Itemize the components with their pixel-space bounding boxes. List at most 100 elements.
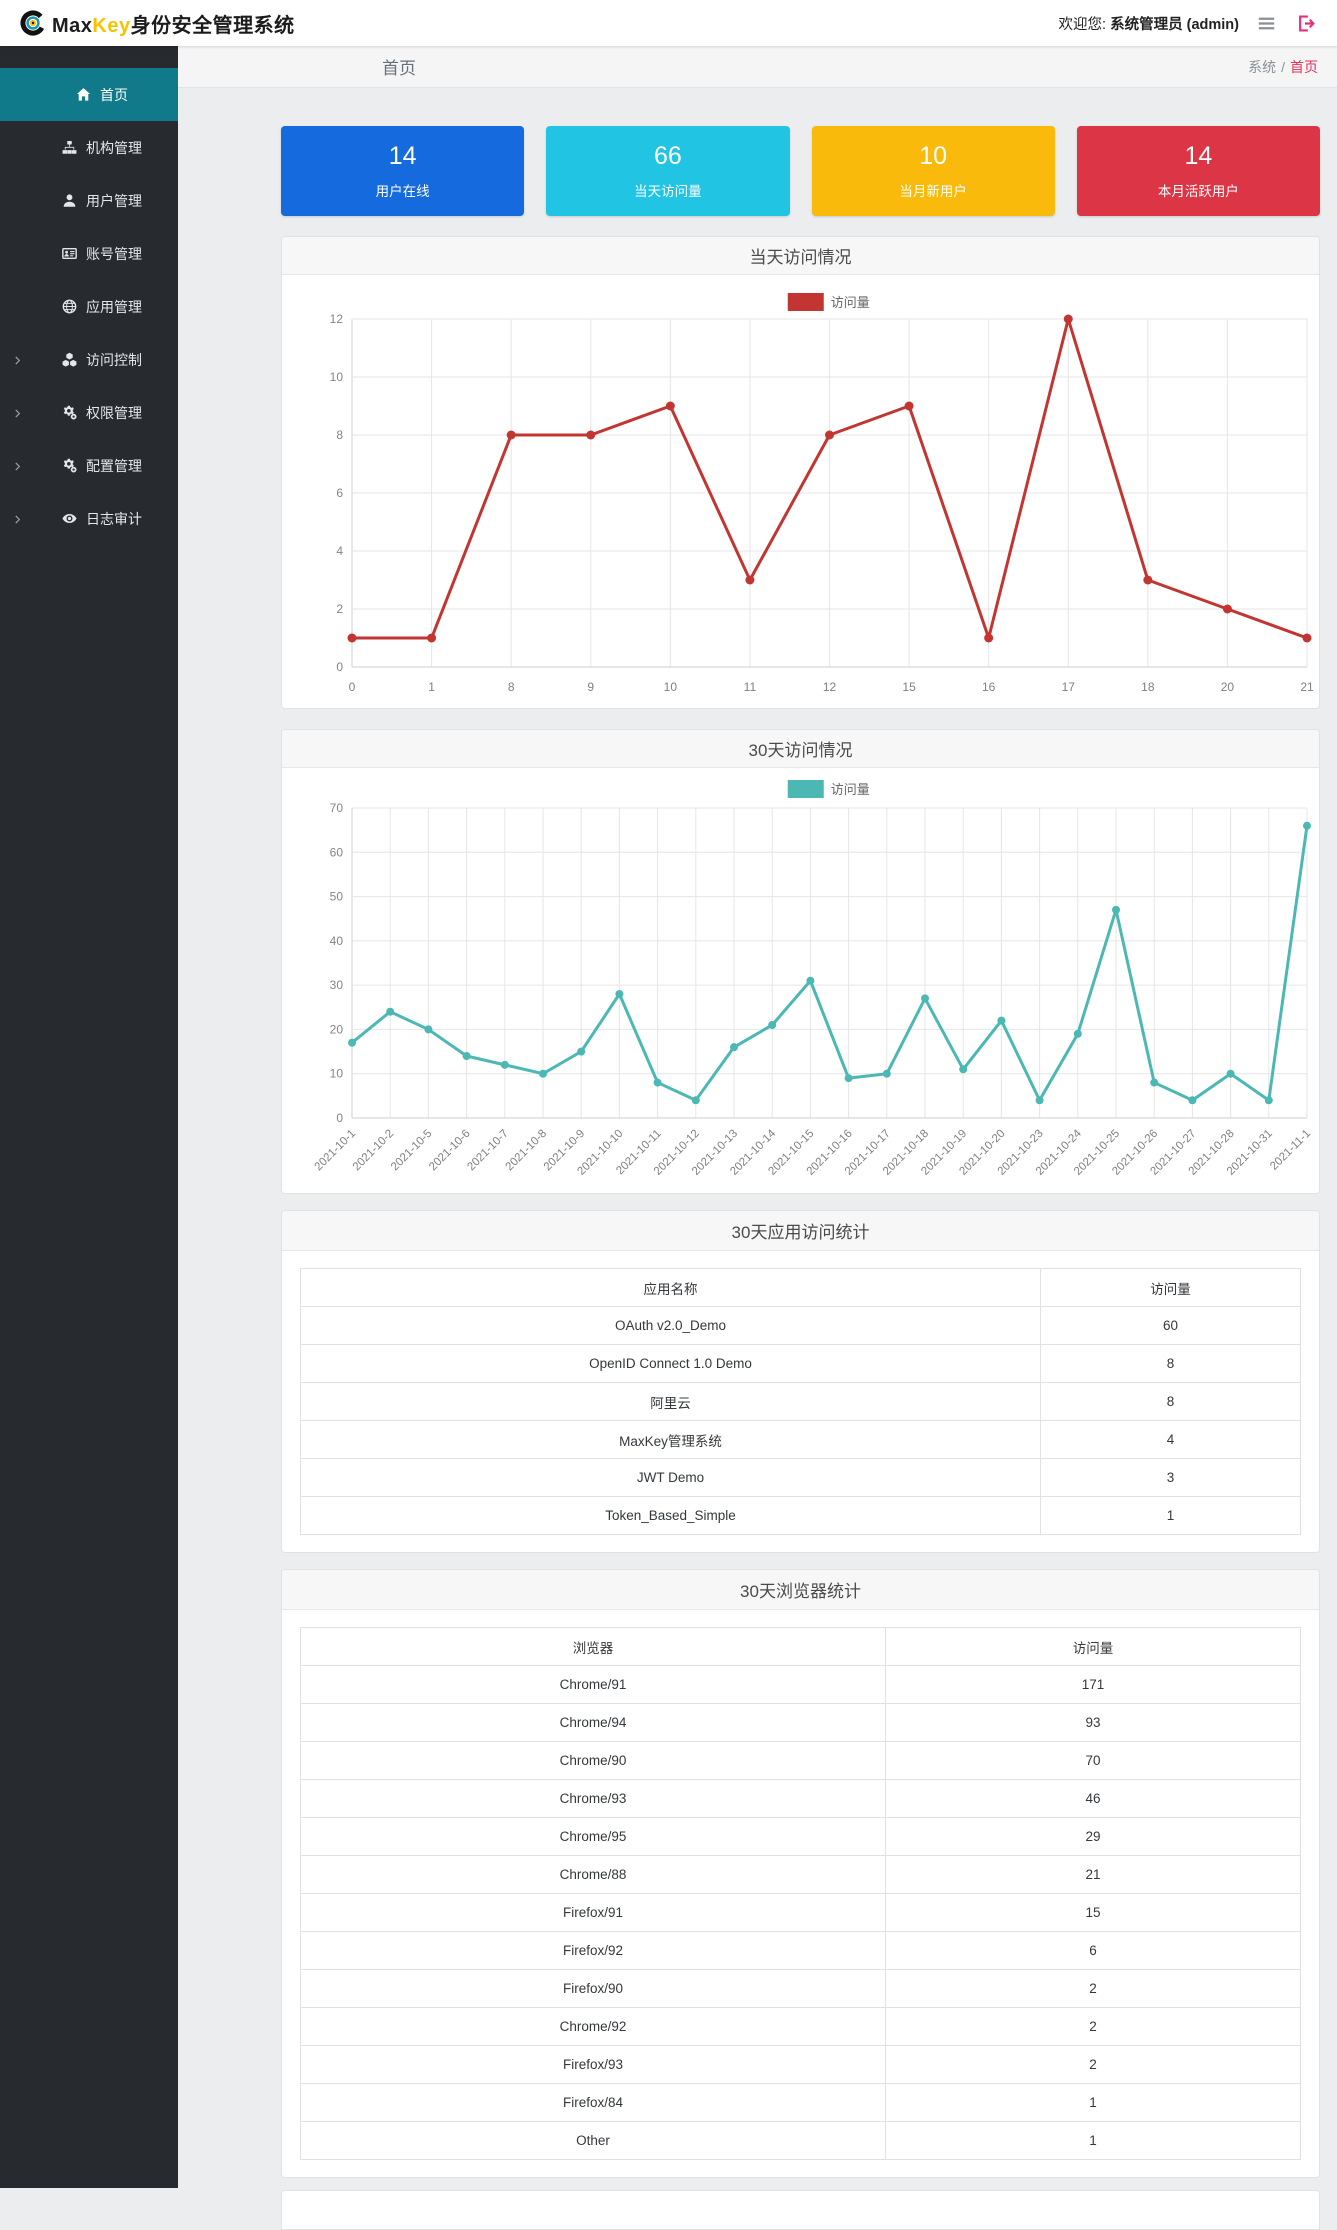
welcome-text: 欢迎您: 系统管理员 (admin) — [1059, 13, 1239, 34]
brand-link[interactable]: MaxKey身份安全管理系统 — [20, 9, 295, 38]
data-point — [997, 1017, 1005, 1025]
table-cell: 8 — [1041, 1345, 1301, 1383]
y-axis-tick-label: 60 — [330, 845, 344, 859]
table-cell: 4 — [1041, 1421, 1301, 1459]
y-axis-tick-label: 0 — [336, 660, 343, 674]
menu-toggle-button[interactable] — [1255, 12, 1278, 35]
chevron-right-icon — [12, 405, 23, 421]
table-cell: 93 — [886, 1704, 1301, 1742]
chart-grid — [352, 319, 1307, 667]
sidebar-item-机构管理[interactable]: 机构管理 — [0, 121, 178, 174]
stat-value: 14 — [1184, 142, 1212, 171]
current-user: 系统管理员 (admin) — [1110, 17, 1239, 33]
stat-label: 当天访问量 — [634, 180, 702, 200]
sidebar-item-应用管理[interactable]: 应用管理 — [0, 280, 178, 333]
legend-swatch — [788, 293, 824, 311]
sidebar-item-label: 日志审计 — [86, 509, 142, 529]
data-point — [1074, 1030, 1082, 1038]
table-cell: 8 — [1041, 1383, 1301, 1421]
sidebar-item-label: 应用管理 — [86, 297, 142, 317]
data-point — [1303, 634, 1312, 643]
breadcrumb: 系统/首页 — [1248, 57, 1318, 77]
sidebar-item-日志审计[interactable]: 日志审计 — [0, 492, 178, 545]
table-cell: Chrome/90 — [301, 1742, 886, 1780]
chart-legend[interactable]: 访问量 — [788, 293, 870, 311]
table-cell: 2 — [886, 2008, 1301, 2046]
series-line — [352, 826, 1307, 1101]
x-axis-tick-label: 18 — [1141, 680, 1155, 694]
data-point — [1150, 1079, 1158, 1087]
stat-label: 用户在线 — [376, 180, 430, 200]
x-axis-tick-label: 17 — [1062, 680, 1076, 694]
data-point — [539, 1070, 547, 1078]
logout-button[interactable] — [1294, 12, 1317, 35]
chevron-right-icon — [12, 514, 23, 525]
id-card-icon — [62, 246, 77, 261]
sidebar-item-用户管理[interactable]: 用户管理 — [0, 174, 178, 227]
y-axis-tick-label: 8 — [336, 428, 343, 442]
y-axis-tick-label: 10 — [330, 1067, 344, 1081]
data-point — [348, 634, 357, 643]
y-axis-tick-label: 4 — [336, 544, 343, 558]
data-point — [1265, 1096, 1273, 1104]
table-cell: Chrome/92 — [301, 2008, 886, 2046]
data-point — [615, 990, 623, 998]
table-cell: OpenID Connect 1.0 Demo — [301, 1345, 1041, 1383]
eye-icon — [62, 511, 77, 526]
sidebar-item-权限管理[interactable]: 权限管理 — [0, 386, 178, 439]
x-axis-tick-label: 9 — [587, 680, 594, 694]
data-point — [1036, 1096, 1044, 1104]
chevron-right-icon — [12, 461, 23, 472]
sidebar-item-账号管理[interactable]: 账号管理 — [0, 227, 178, 280]
legend-label: 访问量 — [831, 295, 870, 310]
top-header: MaxKey身份安全管理系统 欢迎您: 系统管理员 (admin) — [0, 0, 1337, 46]
sitemap-icon — [62, 140, 77, 155]
table-cell: 21 — [886, 1856, 1301, 1894]
table-cell: 46 — [886, 1780, 1301, 1818]
sidebar-item-访问控制[interactable]: 访问控制 — [0, 333, 178, 386]
x-axis-tick-label: 20 — [1221, 680, 1235, 694]
cogs-icon — [62, 405, 77, 420]
home-icon — [76, 87, 91, 102]
y-axis-tick-label: 50 — [330, 890, 344, 904]
x-axis-tick-label: 8 — [508, 680, 515, 694]
chart-legend[interactable]: 访问量 — [788, 780, 870, 798]
stat-label: 当月新用户 — [899, 180, 967, 200]
sidebar-item-label: 机构管理 — [86, 138, 142, 158]
y-axis-tick-label: 70 — [330, 801, 344, 815]
breadcrumb-root-link[interactable]: 系统 — [1248, 59, 1276, 75]
sidebar-item-配置管理[interactable]: 配置管理 — [0, 439, 178, 492]
table-cell: Firefox/92 — [301, 1932, 886, 1970]
table-cell: Chrome/88 — [301, 1856, 886, 1894]
data-point — [1064, 315, 1073, 324]
table-cell: Chrome/94 — [301, 1704, 886, 1742]
y-axis-tick-label: 40 — [330, 934, 344, 948]
legend-label: 访问量 — [831, 782, 870, 797]
breadcrumb-current-link[interactable]: 首页 — [1290, 59, 1318, 75]
chevron-right-icon — [12, 355, 23, 366]
table-cell: 70 — [886, 1742, 1301, 1780]
data-point — [424, 1025, 432, 1033]
table-header-row: 浏览器访问量 — [301, 1628, 1301, 1666]
y-axis-tick-label: 0 — [336, 1111, 343, 1125]
sidebar-item-首页[interactable]: 首页 — [0, 68, 178, 121]
table-cell: 1 — [1041, 1497, 1301, 1535]
table-header-row: 应用名称访问量 — [301, 1269, 1301, 1307]
table-cell: Firefox/84 — [301, 2084, 886, 2122]
y-axis-tick-label: 10 — [330, 370, 344, 384]
data-point — [1143, 576, 1152, 585]
